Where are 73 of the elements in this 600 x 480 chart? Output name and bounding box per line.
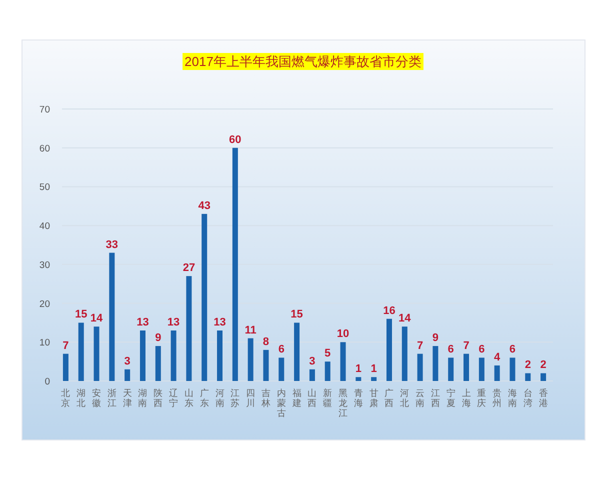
xtick: 台湾 (523, 388, 532, 408)
xtick: 河南 (215, 388, 224, 408)
xtick: 福建 (292, 388, 302, 408)
data-label: 3 (309, 355, 316, 368)
xtick: 新疆 (323, 388, 332, 408)
xtick: 青海 (354, 388, 363, 408)
data-label: 13 (214, 316, 226, 328)
xtick: 海南 (508, 388, 517, 408)
xtick: 陕西 (154, 388, 163, 408)
data-label: 3 (124, 355, 130, 368)
xtick: 重庆 (477, 388, 486, 408)
xtick: 安徽 (92, 388, 102, 408)
data-label: 33 (106, 238, 118, 251)
data-label: 8 (262, 336, 270, 348)
ytick: 60 (39, 143, 50, 154)
ytick: 50 (39, 182, 50, 194)
data-label: 7 (463, 340, 470, 352)
ytick: 10 (39, 338, 50, 349)
xtick: 天津 (122, 388, 132, 408)
data-label: 5 (324, 348, 331, 360)
xtick: 贵州 (492, 388, 502, 408)
xtick: 广西 (384, 388, 394, 408)
ytick: 20 (39, 298, 50, 310)
xtick: 上海 (462, 388, 471, 408)
data-label: 14 (90, 312, 103, 325)
ytick: 30 (39, 260, 50, 271)
xtick: 湖北 (76, 388, 86, 408)
xtick: 香港 (538, 388, 548, 408)
data-label: 6 (448, 344, 454, 356)
data-label: 14 (398, 312, 411, 325)
xtick: 云南 (416, 388, 425, 408)
data-label: 9 (155, 332, 162, 344)
ytick: 0 (44, 376, 50, 388)
data-label: 15 (74, 308, 88, 321)
xtick: 北京 (61, 388, 70, 408)
data-label: 27 (182, 262, 196, 274)
xtick: 山西 (308, 388, 317, 408)
xtick: 辽宁 (169, 388, 178, 408)
xtick: 内蒙古 (276, 388, 286, 418)
data-label: 2 (540, 359, 546, 372)
data-label: 1 (355, 363, 362, 376)
ytick: 70 (39, 104, 50, 116)
xtick: 广东 (200, 388, 209, 408)
data-label: 7 (416, 340, 424, 352)
data-label: 13 (167, 316, 180, 328)
xtick: 四川 (246, 388, 256, 408)
data-label: 15 (290, 308, 303, 321)
xtick: 宁夏 (446, 388, 456, 408)
ytick: 40 (39, 221, 50, 232)
xtick: 山东 (184, 388, 194, 408)
data-label: 1 (370, 363, 377, 376)
xtick: 河北 (400, 388, 410, 408)
data-label: 6 (478, 344, 485, 356)
data-label: 60 (229, 134, 242, 146)
xtick: 浙江 (107, 388, 116, 408)
data-label: 10 (336, 328, 350, 340)
data-label: 2 (524, 359, 531, 372)
data-label: 16 (383, 304, 396, 317)
title: 2017年上半年我国燃气爆炸事故省市分类 (182, 53, 424, 70)
data-label: 11 (244, 324, 256, 336)
xtick: 江西 (430, 388, 440, 408)
xtick: 湖南 (138, 388, 148, 408)
data-label: 6 (278, 344, 284, 356)
xtick: 江苏 (230, 388, 240, 408)
data-label: 43 (198, 200, 210, 212)
data-label: 9 (432, 332, 439, 344)
data-label: 6 (509, 344, 516, 356)
xtick: 黑龙江 (338, 388, 348, 418)
xtick: 吉林 (261, 388, 270, 408)
data-label: 4 (494, 351, 500, 364)
data-label: 7 (62, 340, 69, 352)
xtick: 甘肃 (369, 388, 378, 408)
data-label: 13 (136, 316, 149, 328)
